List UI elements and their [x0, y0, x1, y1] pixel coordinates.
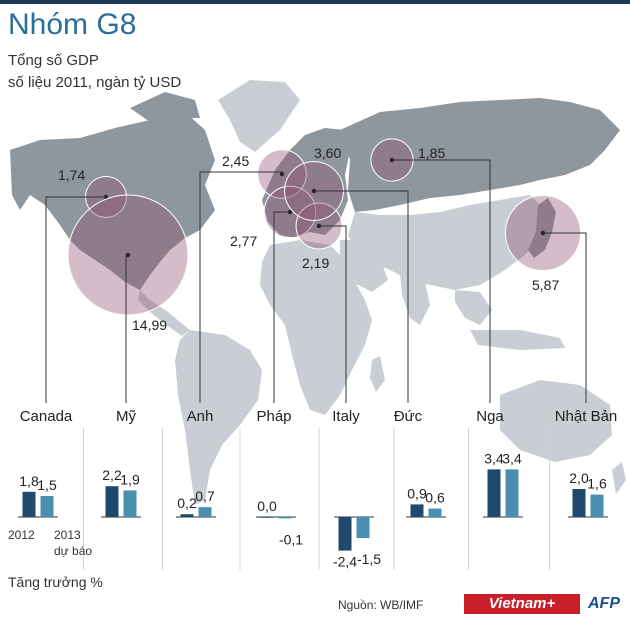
land-australia — [500, 380, 612, 462]
vietnamplus-logo: Vietnam+ — [464, 594, 580, 614]
bar-5-0 — [410, 504, 424, 517]
country-label-6: Nga — [476, 408, 504, 425]
land-arctic-islands — [130, 92, 200, 122]
country-label-1: Mỹ — [116, 408, 136, 425]
gdp-label-2: 2,45 — [222, 153, 249, 169]
afp-logo: AFP — [588, 595, 620, 612]
country-label-3: Pháp — [256, 408, 291, 425]
land-japan — [528, 198, 556, 258]
gdp-label-4: 2,19 — [302, 255, 329, 271]
bar-6-1 — [505, 469, 519, 517]
bar-label-4-0: -2,4 — [333, 554, 357, 570]
leader-4 — [319, 225, 347, 403]
gdp-value-labels: 1,74 14,99 2,45 2,77 2,19 3,60 1,85 5,87 — [58, 145, 559, 333]
column-separators — [83, 428, 550, 570]
bar-label-2-1: 0,7 — [195, 488, 215, 504]
land-madagascar — [370, 356, 385, 392]
land-new-zealand — [612, 462, 626, 494]
gdp-label-7: 5,87 — [532, 277, 559, 293]
bar-7-1 — [590, 494, 604, 517]
gdp-label-5: 3,60 — [314, 145, 341, 161]
land-central-america — [138, 290, 190, 336]
country-label-5: Đức — [394, 408, 423, 425]
world-map — [10, 80, 626, 505]
subtitle-gdp: Tổng số GDP — [8, 52, 99, 69]
land-europe — [262, 128, 350, 238]
bar-5-1 — [428, 508, 442, 517]
bar-label-5-0: 0,9 — [407, 485, 427, 501]
land-south-america — [175, 330, 262, 505]
leader-5 — [314, 190, 409, 403]
bar-label-2-0: 0,2 — [177, 495, 197, 511]
bar-label-6-1: 3,4 — [502, 450, 522, 466]
bar-label-4-1: -1,5 — [357, 551, 381, 567]
leader-2 — [199, 171, 283, 403]
bar-7-0 — [572, 489, 586, 517]
bar-label-1-1: 1,9 — [120, 471, 140, 487]
growth-value-labels: 1,81,5 2,21,9 0,20,7 0,0 -0,1 -2,4 -1,5 0,90,6 3… — [19, 450, 607, 569]
bar-2-1 — [198, 507, 212, 517]
bar-label-5-1: 0,6 — [425, 490, 445, 506]
gdp-label-6: 1,85 — [418, 145, 445, 161]
country-label-2: Anh — [187, 408, 214, 425]
legend-year-2013: 2013 — [54, 528, 81, 542]
bar-1-0 — [105, 486, 119, 517]
legend-year-2012: 2012 — [8, 528, 35, 542]
land-africa — [260, 240, 372, 415]
bar-0-0 — [22, 491, 36, 517]
page-title: Nhóm G8 — [8, 8, 137, 41]
bar-label-6-0: 3,4 — [484, 450, 504, 466]
land-asia — [348, 195, 545, 290]
gdp-label-0: 1,74 — [58, 167, 85, 183]
bar-label-3-0: 0,0 — [257, 498, 277, 514]
bar-label-1-0: 2,2 — [102, 467, 122, 483]
land-russia — [340, 98, 620, 212]
land-indonesia — [470, 330, 565, 350]
land-southeast-asia — [455, 290, 492, 325]
bar-3-0 — [260, 517, 274, 518]
growth-bars — [18, 469, 608, 551]
bar-label-3-1: -0,1 — [279, 531, 303, 547]
bar-0-1 — [40, 496, 54, 517]
country-label-7: Nhật Bản — [555, 408, 618, 425]
gdp-label-3: 2,77 — [230, 233, 257, 249]
land-greenland — [218, 80, 300, 152]
bar-label-7-1: 1,6 — [587, 476, 607, 492]
country-label-0: Canada — [20, 408, 73, 425]
bar-label-0-0: 1,8 — [19, 473, 39, 489]
growth-axis-label: Tăng trưởng % — [8, 574, 103, 590]
bar-3-1 — [278, 517, 292, 519]
leader-3 — [273, 211, 290, 403]
leader-1 — [125, 254, 128, 403]
bar-label-0-1: 1,5 — [37, 477, 57, 493]
leader-6 — [392, 159, 491, 403]
bar-4-1 — [356, 517, 370, 538]
source-note: Nguồn: WB/IMF — [338, 598, 424, 612]
bar-4-0 — [338, 517, 352, 551]
bar-1-1 — [123, 490, 137, 517]
land-north-america — [10, 112, 215, 290]
subtitle-units: số liệu 2011, ngàn tỷ USD — [8, 74, 182, 91]
bar-label-7-0: 2,0 — [569, 470, 589, 486]
gdp-label-1: 14,99 — [132, 317, 167, 333]
bar-2-0 — [180, 514, 194, 517]
gdp-leader-lines — [45, 159, 587, 403]
leader-7 — [543, 232, 587, 403]
country-labels: Canada Mỹ Anh Pháp Italy Đức Nga Nhật Bản — [20, 408, 618, 425]
bar-6-0 — [487, 469, 501, 517]
legend-forecast: dự báo — [54, 544, 93, 558]
leader-0 — [45, 196, 106, 403]
country-label-4: Italy — [332, 408, 360, 425]
top-rule — [0, 0, 630, 4]
